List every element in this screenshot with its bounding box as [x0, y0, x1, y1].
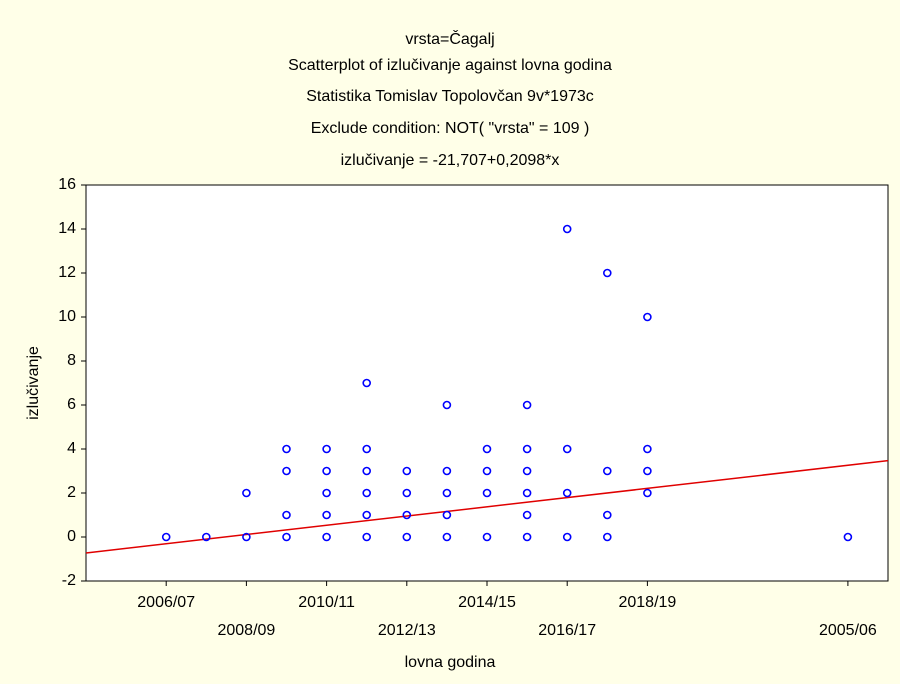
point: [602, 510, 612, 520]
chart-title: vrsta=Čagalj: [405, 29, 494, 48]
x-tick-label: 2008/09: [217, 622, 275, 639]
point: [322, 488, 331, 498]
point: [402, 532, 412, 542]
x-tick-label: 2016/17: [538, 622, 596, 639]
x-tick-label: 2018/19: [618, 594, 676, 611]
y-axis-label: izlučivanje: [25, 346, 42, 420]
point: [482, 466, 492, 476]
point: [602, 532, 612, 542]
point: [643, 466, 652, 476]
y-tick-label: 6: [67, 396, 76, 413]
point: [562, 532, 572, 542]
point: [242, 532, 251, 542]
point: [522, 466, 532, 476]
point: [643, 444, 652, 454]
point: [282, 510, 291, 520]
point: [562, 224, 572, 234]
point: [522, 400, 532, 410]
x-tick-label: 2012/13: [378, 622, 436, 639]
x-tick-label: 2005/06: [819, 622, 877, 639]
point: [362, 532, 372, 542]
chart-title: Statistika Tomislav Topolovčan 9v*1973c: [306, 88, 594, 105]
point: [402, 510, 412, 520]
regression-line: [85, 459, 889, 554]
point: [362, 466, 372, 476]
point: [442, 532, 452, 542]
x-axis-label: lovna godina: [405, 654, 496, 671]
point: [282, 444, 291, 454]
point: [442, 488, 452, 498]
point: [322, 444, 331, 454]
point: [362, 488, 372, 498]
point: [482, 444, 492, 454]
point: [522, 532, 532, 542]
y-tick-label: 16: [58, 176, 76, 193]
point: [362, 444, 372, 454]
y-tick-label: 14: [58, 220, 76, 237]
point: [562, 488, 572, 498]
x-tick-label: 2010/11: [298, 594, 355, 611]
y-tick-label: 12: [58, 264, 76, 281]
chart-title: Exclude condition: NOT( "vrsta" = 109 ): [311, 120, 590, 137]
y-tick-label: 10: [58, 308, 76, 325]
point: [442, 400, 452, 410]
y-tick-label: 2: [67, 484, 76, 501]
point: [362, 510, 372, 520]
point: [242, 488, 251, 498]
point: [282, 532, 291, 542]
point: [282, 466, 291, 476]
point: [643, 312, 652, 322]
x-tick-label: 2014/15: [458, 594, 516, 611]
point: [322, 532, 331, 542]
point: [522, 510, 532, 520]
point: [161, 532, 171, 542]
point: [522, 488, 532, 498]
chart-title: Scatterplot of izlučivanje against lovna…: [288, 57, 612, 74]
chart-title: izlučivanje = -21,707+0,2098*x: [341, 152, 560, 169]
point: [202, 532, 211, 542]
y-tick-label: -2: [62, 572, 76, 589]
x-tick-label: 2006/07: [137, 594, 195, 611]
plot-area: [85, 184, 889, 582]
point: [442, 466, 452, 476]
y-tick-label: 8: [67, 352, 76, 369]
point: [402, 488, 412, 498]
point: [643, 488, 652, 498]
y-tick-label: 0: [67, 528, 76, 545]
point: [562, 444, 572, 454]
point: [482, 532, 492, 542]
point: [442, 510, 452, 520]
point: [602, 268, 612, 278]
point: [322, 510, 331, 520]
point: [843, 532, 853, 542]
point: [482, 488, 492, 498]
point: [322, 466, 331, 476]
point: [402, 466, 412, 476]
y-tick-label: 4: [67, 440, 76, 457]
point: [362, 378, 372, 388]
point: [522, 444, 532, 454]
point: [602, 466, 612, 476]
